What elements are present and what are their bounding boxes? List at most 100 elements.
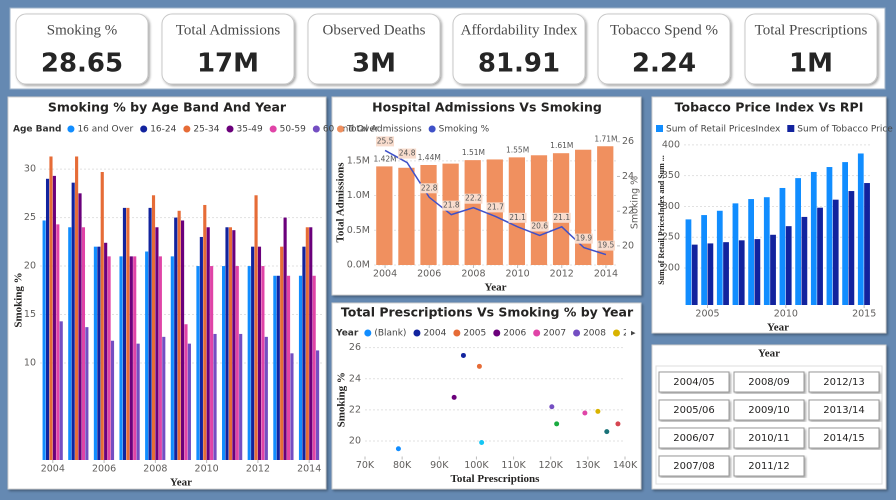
point	[549, 404, 555, 410]
point	[582, 410, 588, 416]
slicer-item-label[interactable]: 2014/15	[823, 433, 865, 444]
slicer-item-label[interactable]: 2006/07	[673, 433, 715, 444]
slicer-item-label[interactable]: 2012/13	[823, 377, 865, 388]
bar	[122, 207, 127, 460]
slicer-item-label[interactable]: 2013/14	[823, 405, 865, 416]
bar	[119, 256, 123, 460]
bar	[754, 239, 761, 305]
bar	[158, 256, 162, 460]
y-tick-label: 26	[349, 342, 361, 353]
data-label: 24.8	[399, 149, 416, 158]
x-axis-title: Year	[767, 322, 789, 334]
slicer-item-label[interactable]: 2004/05	[673, 377, 715, 388]
y-tick-label: 1.0M	[347, 190, 370, 201]
kpi-title: Total Prescriptions	[755, 22, 868, 38]
legend-marker	[612, 329, 620, 337]
slicer-item-label[interactable]: 2010/11	[748, 433, 790, 444]
slicer-grid	[655, 365, 883, 485]
bar	[770, 234, 776, 305]
legend-marker	[428, 125, 436, 133]
slicer-item-label[interactable]: 2005/06	[673, 405, 715, 416]
legend-label: 16-24	[150, 125, 176, 135]
data-label: 20.6	[531, 221, 548, 230]
slicer-item[interactable]	[658, 455, 730, 477]
y-tick-label: 22	[349, 404, 361, 415]
bar	[206, 227, 210, 460]
data-label: 1.51M	[462, 148, 485, 157]
data-label: 22.2	[465, 194, 482, 203]
bar	[247, 266, 251, 460]
bar	[810, 171, 817, 305]
x-tick-label: 2008	[143, 464, 167, 475]
slicer-item[interactable]	[658, 399, 730, 421]
legend-marker	[533, 329, 541, 337]
y-tick-label: 400	[662, 139, 680, 150]
slicer-item-label[interactable]: 2007/08	[673, 461, 715, 472]
x-tick-label: 2014	[594, 269, 618, 280]
bar	[795, 178, 801, 305]
bar	[239, 333, 243, 460]
legend-marker	[226, 125, 234, 133]
x-tick-label: 2014	[297, 464, 321, 475]
legend-marker	[573, 329, 581, 337]
slicer-item-label[interactable]: 2009/10	[748, 405, 790, 416]
slicer-item[interactable]	[733, 399, 805, 421]
x-tick-label: 2006	[92, 464, 116, 475]
slicer-item[interactable]	[808, 399, 880, 421]
bar	[199, 236, 203, 460]
legend-title: Age Band	[13, 125, 61, 135]
data-label: 19.5	[598, 241, 615, 250]
legend-label: 2008	[583, 329, 606, 339]
data-label-bg	[420, 183, 439, 194]
y-tick-label: 0.0M	[347, 260, 370, 271]
y-tick-label: 30	[24, 164, 36, 175]
bar	[276, 275, 280, 460]
x-tick-label: 2004	[373, 269, 397, 280]
slicer-item[interactable]	[808, 427, 880, 449]
slicer-item[interactable]	[808, 371, 880, 393]
bar	[398, 167, 415, 265]
slicer-item-label[interactable]: 2011/12	[748, 461, 790, 472]
legend-marker	[337, 125, 344, 133]
bar	[817, 207, 823, 305]
slicer-item[interactable]	[733, 427, 805, 449]
slicer-item[interactable]	[733, 455, 805, 477]
bar	[723, 242, 729, 305]
legend-label: 60 and Over	[323, 125, 379, 135]
kpi-value: 17M	[197, 49, 259, 79]
kpi-value: 3M	[352, 49, 396, 79]
bar	[283, 217, 287, 460]
x-tick-label: 130K	[576, 460, 601, 471]
slicer-item[interactable]	[658, 371, 730, 393]
point	[479, 440, 485, 446]
kpi-card	[597, 13, 731, 85]
x-tick-label: 2006	[417, 269, 441, 280]
legend-label: 2005	[463, 329, 486, 339]
x-axis-title: Year	[170, 477, 192, 489]
slicer-item[interactable]	[658, 427, 730, 449]
legend-label: Smoking %	[439, 125, 490, 135]
bar	[52, 175, 56, 460]
y-axis-title: Total Admissions	[335, 162, 347, 243]
chart-title: Smoking % by Age Band And Year	[48, 100, 287, 115]
bar	[71, 182, 75, 460]
bar	[210, 266, 214, 460]
bar	[826, 167, 833, 305]
legend-marker	[787, 125, 795, 132]
kpi-title: Total Admissions	[176, 22, 281, 38]
chart-title: Tobacco Price Index Vs RPI	[675, 100, 864, 115]
legend-marker	[364, 329, 372, 337]
kpi-card	[744, 13, 878, 85]
x-axis-title: Total Prescriptions	[451, 473, 541, 485]
x-axis-title: Year	[485, 282, 507, 294]
bar	[763, 197, 770, 305]
data-label: 21.1	[509, 213, 526, 222]
slicer-item-label[interactable]: 2008/09	[748, 377, 790, 388]
legend-arrow[interactable]: ▸	[631, 329, 636, 339]
data-label: 1.55M	[506, 145, 529, 154]
y-tick-label: 1.5M	[347, 155, 370, 166]
bar	[305, 227, 309, 460]
bar	[290, 353, 294, 460]
slicer-item[interactable]	[733, 371, 805, 393]
